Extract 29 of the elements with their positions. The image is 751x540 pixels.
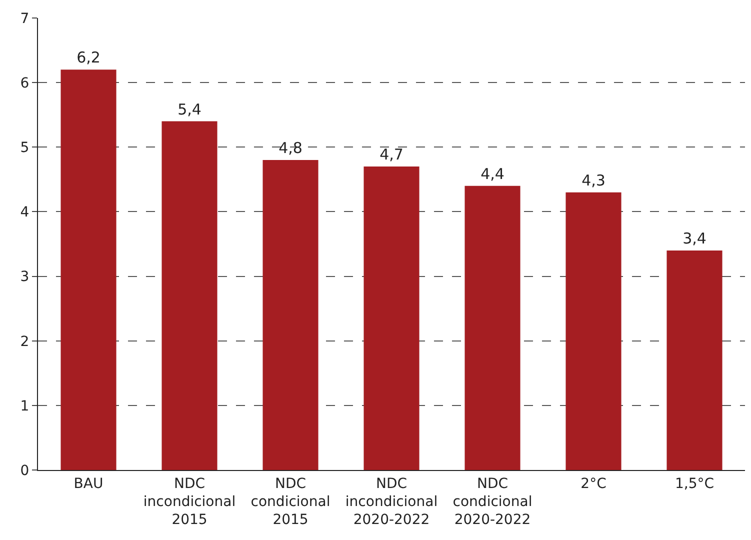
data-label: 4,4 [480,164,504,183]
y-tick-label: 5 [20,140,30,156]
bar [464,186,520,470]
data-label: 4,7 [380,146,404,164]
x-tick-label: BAU [74,476,104,492]
y-tick-label: 3 [20,269,30,286]
data-label: 4,3 [582,171,606,190]
data-label: 3,4 [682,229,706,248]
data-label: 4,8 [278,139,302,158]
bar [262,160,318,470]
bar [566,192,622,470]
bar [666,250,722,470]
y-tick-label: 4 [20,204,30,221]
x-tick-label: NDC condicional 2015 [250,476,330,528]
y-tick-label: 1 [20,398,30,414]
y-tick-label: 0 [20,462,30,479]
data-label: 5,4 [178,100,202,118]
data-label: 6,2 [76,48,100,67]
x-tick-label: 1,5°C [674,476,714,492]
x-tick-label: NDC incondicional 2015 [143,476,236,528]
y-tick-label: 7 [20,10,30,27]
x-tick-label: NDC incondicional 2020-2022 [345,476,438,528]
x-tick-label: NDC condicional 2020-2022 [452,476,532,528]
y-tick-label: 6 [20,75,30,92]
bar [162,121,218,470]
y-tick-label: 2 [20,334,30,350]
x-tick-label: 2°C [580,476,607,492]
bar [60,70,116,470]
bar [364,166,420,470]
